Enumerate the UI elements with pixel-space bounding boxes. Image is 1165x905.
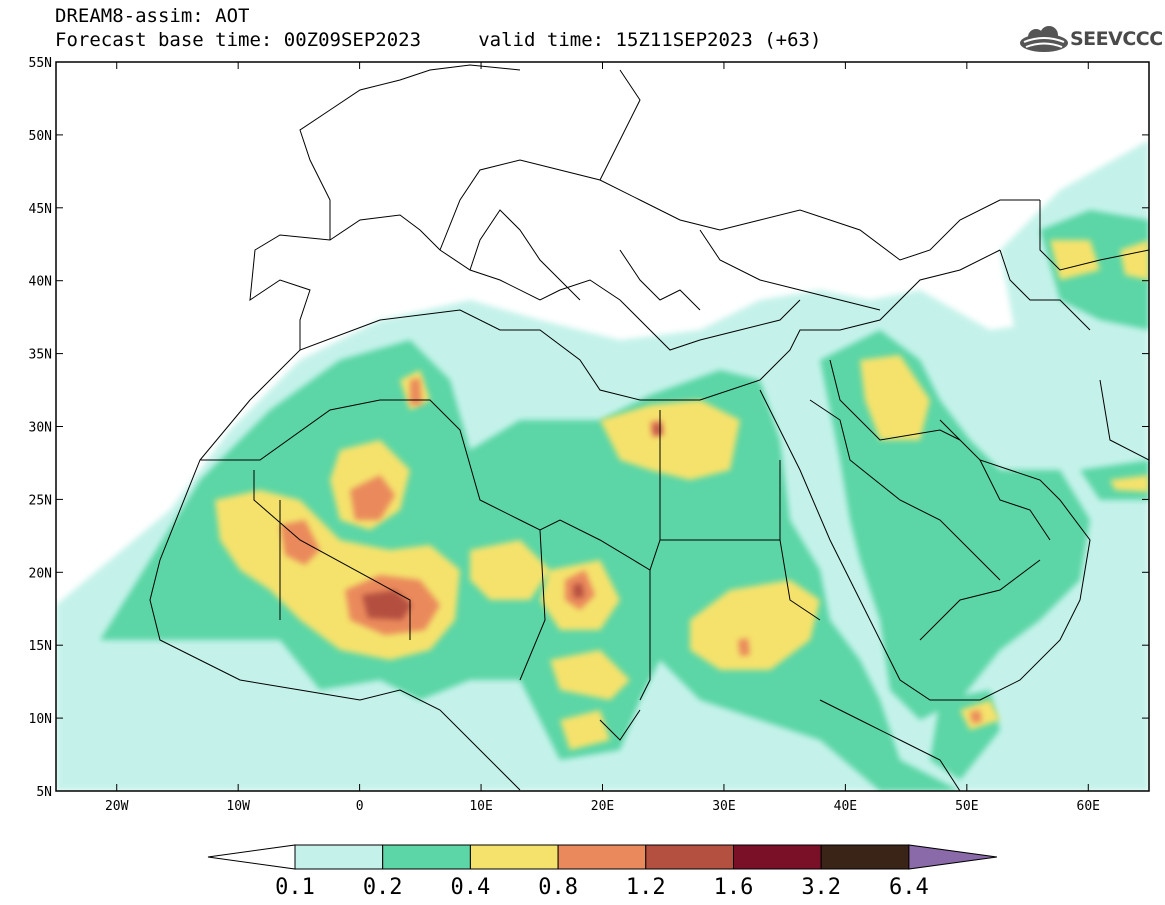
forecast-time-line: Forecast base time: 00Z09SEP2023 valid t… — [55, 29, 822, 51]
aot-band-1.2 — [362, 424, 661, 620]
colorbar: 0.1 0.2 0.4 0.8 1.2 1.6 3.2 6.4 — [207, 844, 997, 900]
colorbar-label: 0.1 — [275, 875, 315, 900]
lon-label: 10E — [469, 799, 492, 814]
colorbar-segment — [294, 844, 384, 870]
lon-label: 10W — [226, 799, 250, 814]
colorbar-label: 1.2 — [626, 875, 666, 900]
lat-label: 20N — [29, 566, 52, 581]
lat-label: 35N — [29, 348, 52, 363]
lon-label: 20E — [591, 799, 614, 814]
lon-label: 40E — [834, 799, 857, 814]
colorbar-segment — [733, 844, 822, 870]
lon-axis: 20W 10W 0 10E 20E 30E 40E 50E 60E — [105, 62, 1100, 814]
colorbar-label: 0.4 — [451, 875, 491, 900]
cloud-logo-icon — [1020, 26, 1068, 52]
colorbar-segment — [557, 844, 647, 870]
logo-text: SEEVCCC — [1070, 28, 1163, 50]
lon-label: 0 — [356, 799, 364, 814]
lat-label: 5N — [36, 785, 52, 800]
lat-label: 10N — [29, 712, 52, 727]
seevccc-logo: SEEVCCC — [1018, 26, 1163, 54]
colorbar-segment — [469, 844, 559, 870]
colorbar-label: 0.2 — [363, 875, 403, 900]
colorbar-segment — [645, 844, 734, 870]
colorbar-label: 6.4 — [889, 875, 929, 900]
lat-label: 40N — [29, 275, 52, 290]
lon-label: 30E — [712, 799, 735, 814]
lon-label: 60E — [1077, 799, 1100, 814]
colorbar-label: 0.8 — [538, 875, 578, 900]
lon-label: 20W — [105, 799, 129, 814]
chart-title: DREAM8-assim: AOT — [55, 5, 250, 27]
colorbar-label: 3.2 — [801, 875, 841, 900]
coastlines-borders — [149, 64, 1149, 791]
colorbar-segment — [820, 844, 910, 870]
colorbar-max-arrow — [908, 844, 997, 870]
lon-label: 50E — [955, 799, 978, 814]
lat-label: 50N — [29, 129, 52, 144]
lat-label: 25N — [29, 493, 52, 508]
colorbar-min-arrow — [207, 844, 296, 870]
lat-label: 15N — [29, 639, 52, 654]
aot-field — [56, 140, 1149, 791]
lat-label: 55N — [29, 56, 52, 71]
lat-label: 30N — [29, 421, 52, 436]
lat-axis: 55N 50N 45N 40N 35N 30N 25N 20N 15N 10N 5N — [29, 56, 1149, 800]
lat-label: 45N — [29, 202, 52, 217]
colorbar-segment — [382, 844, 471, 870]
colorbar-label: 1.6 — [714, 875, 754, 900]
